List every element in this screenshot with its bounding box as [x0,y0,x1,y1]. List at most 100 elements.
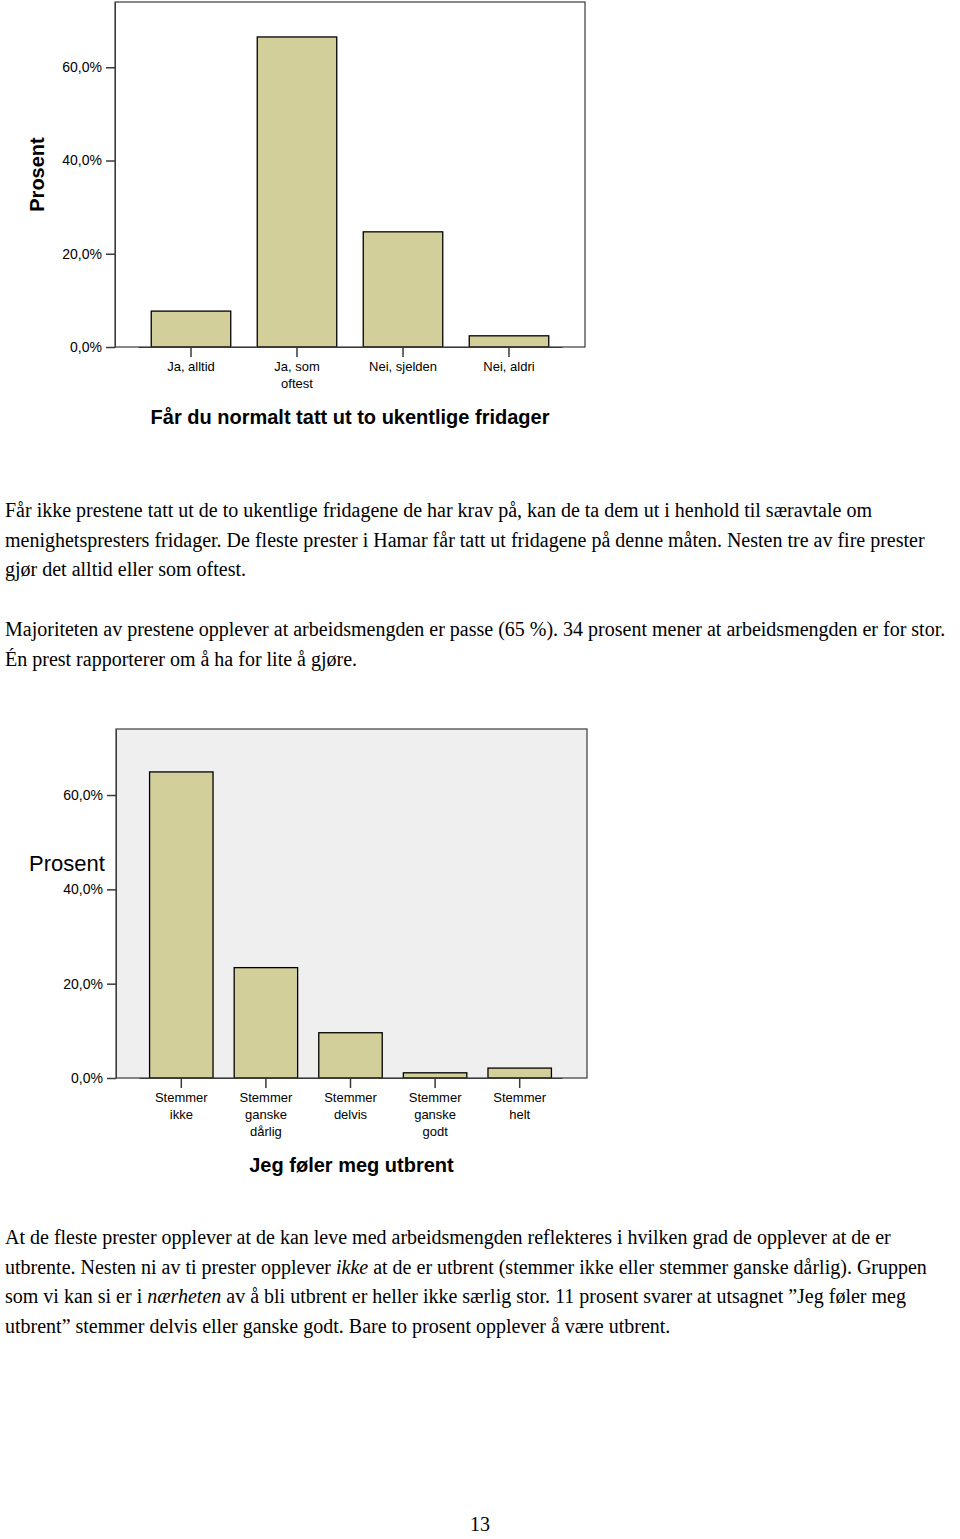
tick-label: 0,0% [70,339,102,355]
tick-mark [296,347,298,357]
paragraph: At de fleste prester opplever at de kan … [5,1223,957,1341]
tick-mark [106,347,115,349]
tick-label: Stemmerganskegodt [409,1090,462,1139]
tick: Ja, alltid [167,347,215,374]
bars [150,772,552,1078]
tick: 40,0% [62,152,115,168]
tick-mark [107,795,116,797]
tick-label: 20,0% [62,246,102,262]
axis-line [139,347,563,348]
tick-mark [265,1078,267,1088]
tick-label: 20,0% [63,976,103,992]
tick: Stemmer helt [493,1078,546,1122]
bar-chart: 0,0% 20,0% 40,0% 60,0% Ja, alltid Ja, som ofte… [26,2,585,428]
bars [151,37,549,347]
plot-background [116,729,587,1078]
tick-label: 0,0% [71,1070,103,1086]
page-graphics: 0,0% 20,0% 40,0% 60,0% Ja, alltid Ja, som ofte… [0,0,960,1539]
bar [488,1068,551,1078]
tick-mark [434,1078,436,1088]
tick: Stemmer delvis [324,1078,377,1122]
text-line: Ja, som [274,359,320,374]
tick-label: Nei, aldri [483,359,534,374]
plot-frame [116,729,587,1078]
tick-mark [107,889,116,891]
tick-mark [350,1078,352,1088]
tick: 60,0% [63,787,116,803]
text-line: Nei, sjelden [369,359,437,374]
tick-mark [106,67,115,69]
tick-label: Ja, som oftest [274,359,320,391]
tick: 0,0% [70,339,115,355]
x-axis: Stemmer ikke Stemmer ganske dårlig Stemmer del… [140,1078,563,1139]
tick-mark [106,160,115,162]
text-line: oftest [281,376,313,391]
text-line: delvis [334,1107,368,1122]
text-line: godt [422,1124,448,1139]
tick: 20,0% [62,246,115,262]
bar [151,311,231,347]
bar [150,772,213,1078]
tick: 20,0% [63,976,116,992]
y-axis: 0,0% 20,0% 40,0% 60,0% [62,3,115,355]
tick-label: 40,0% [62,152,102,168]
text-line: Jeg føler meg utbrent [249,1154,454,1176]
tick: Stemmer ikke [155,1078,208,1122]
tick-mark [107,1078,116,1080]
tick: 0,0% [71,1070,116,1086]
text-line: Får du normalt tatt ut to ukentlige frid… [151,406,550,428]
paragraph: Majoriteten av prestene opplever at arbe… [5,615,957,674]
text-line: Ja, alltid [167,359,215,374]
bar [469,336,549,347]
text-line: Stemmer [324,1090,377,1105]
plot-background [115,2,585,347]
bar [363,232,443,347]
axis-line [115,3,116,348]
text-line: ganske [245,1107,287,1122]
y-axis-title: Prosent [26,137,48,212]
text-line: Stemmer [155,1090,208,1105]
tick: Stemmer ganske dårlig [240,1078,293,1139]
bar-chart: 0,0%20,0%40,0%60,0%StemmerikkeStemmergan… [29,729,587,1176]
italic-text: nærheten [147,1285,221,1307]
text-line: Nei, aldri [483,359,534,374]
tick-mark [508,347,510,357]
text-line: Stemmer [240,1090,293,1105]
tick-label: Stemmer helt [493,1090,546,1122]
tick: Nei, aldri [483,347,534,374]
tick-mark [181,1078,183,1088]
tick-label: Nei, sjelden [369,359,437,374]
text-line: dårlig [250,1124,282,1139]
text-line: ikke [170,1107,193,1122]
tick-label: 40,0% [63,881,103,897]
tick-mark [519,1078,521,1088]
tick-label: Stemmer ikke [155,1090,208,1122]
tick: 40,0% [63,881,116,897]
italic-text: ikke [336,1256,368,1278]
tick: Nei, sjelden [369,347,437,374]
tick-mark [107,983,116,985]
x-axis-title: Jeg føler meg utbrent [249,1154,454,1176]
text: Majoriteten av prestene opplever at arbe… [5,618,945,670]
x-axis: Ja, alltid Ja, som oftest Nei, sjelden Nei, … [139,347,563,391]
paragraph: Får ikke prestene tatt ut de to ukentlig… [5,496,957,585]
text-line: Stemmer [409,1090,462,1105]
y-axis: 0,0% 20,0% 40,0% 60,0% [63,730,116,1086]
y-axis-title: Prosent [29,851,105,876]
bar [257,37,337,347]
plot-frame [115,2,585,347]
tick-mark [402,347,404,357]
bar [403,1073,466,1078]
text-line: helt [509,1107,530,1122]
tick: 60,0% [62,59,115,75]
tick-label: Ja, alltid [167,359,215,374]
text: Får ikke prestene tatt ut de to ukentlig… [5,499,925,580]
tick-mark [106,254,115,256]
tick-label: 60,0% [63,787,103,803]
tick-label: Stemmer ganske dårlig [240,1090,293,1139]
tick: Ja, som oftest [274,347,320,391]
bar [319,1033,382,1078]
text-line: Stemmer [493,1090,546,1105]
bar [234,968,297,1078]
x-axis-title: Får du normalt tatt ut to ukentlige frid… [151,406,550,428]
